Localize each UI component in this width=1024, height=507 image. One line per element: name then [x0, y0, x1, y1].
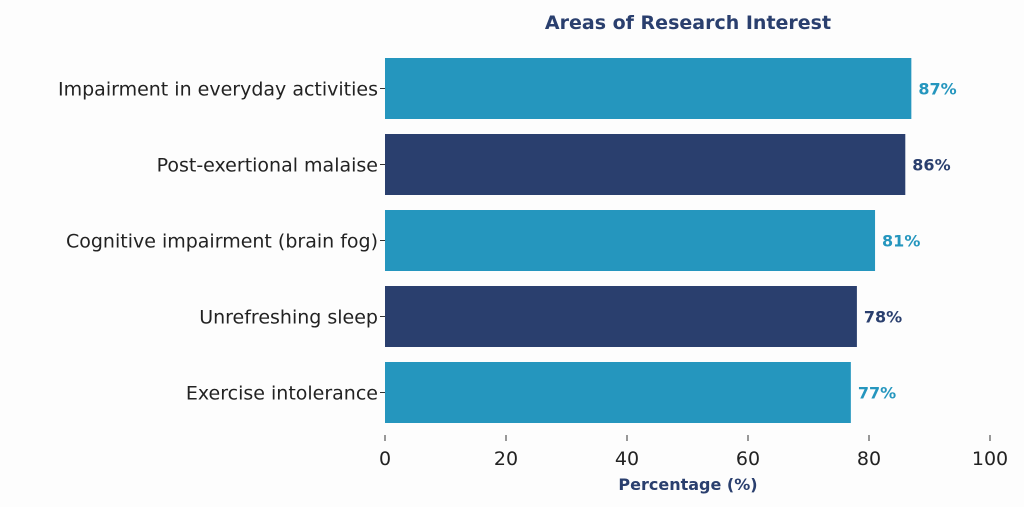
- chart-title: Areas of Research Interest: [545, 12, 831, 34]
- bar: [385, 362, 851, 423]
- y-tick-label: Exercise intolerance: [186, 383, 378, 405]
- bar: [385, 286, 857, 347]
- bar: [385, 210, 876, 271]
- x-axis-label: Percentage (%): [618, 475, 757, 494]
- data-label: 81%: [882, 232, 920, 251]
- y-tick-label: Cognitive impairment (brain fog): [66, 231, 378, 253]
- x-tick-label: 100: [972, 448, 1008, 470]
- y-tick-label: Impairment in everyday activities: [58, 79, 378, 101]
- data-label: 86%: [912, 156, 950, 175]
- x-tick-label: 20: [494, 448, 518, 470]
- y-tick-label: Unrefreshing sleep: [199, 307, 378, 329]
- x-tick-label: 40: [615, 448, 639, 470]
- bar: [385, 58, 912, 119]
- data-label: 78%: [864, 308, 902, 327]
- y-tick-label: Post-exertional malaise: [157, 155, 378, 177]
- x-tick-label: 80: [857, 448, 881, 470]
- bar: [385, 134, 906, 195]
- x-tick-label: 60: [736, 448, 760, 470]
- data-label: 87%: [918, 80, 956, 99]
- x-tick-label: 0: [379, 448, 391, 470]
- data-label: 77%: [858, 384, 896, 403]
